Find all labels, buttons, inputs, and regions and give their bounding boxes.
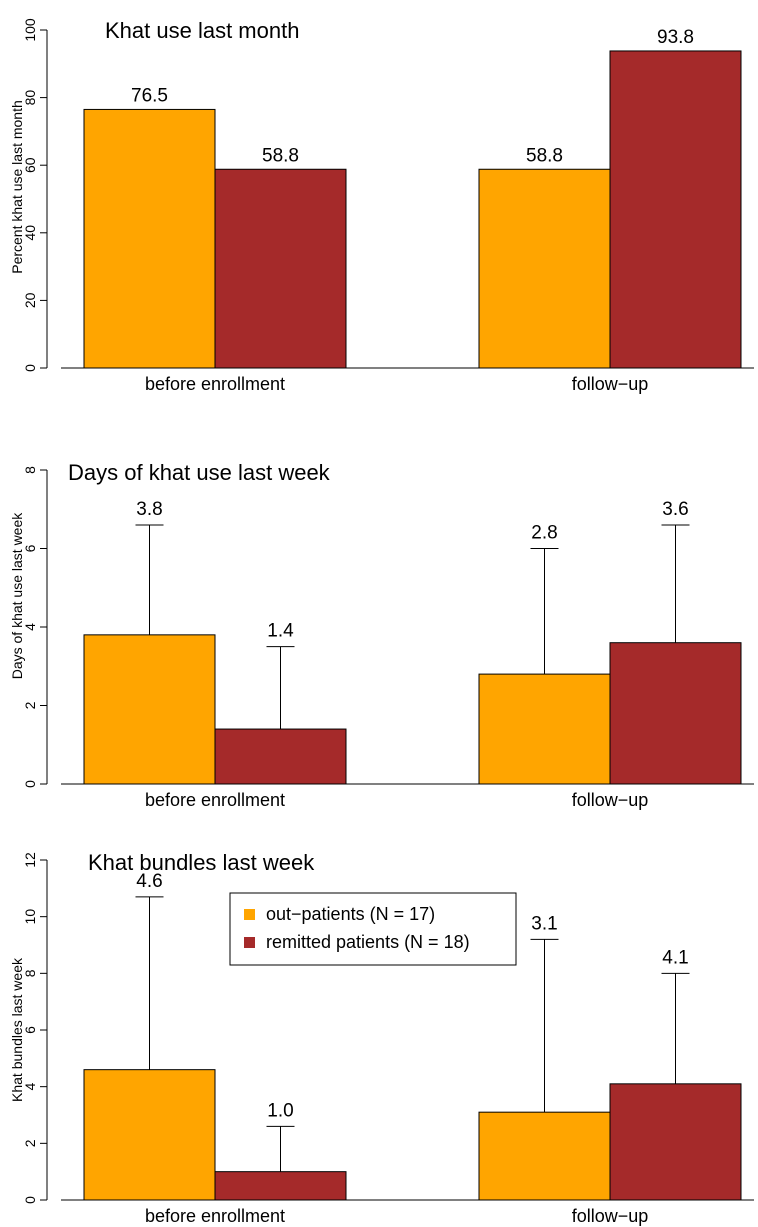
y-axis-label: Percent khat use last month (9, 100, 25, 274)
x-category-label: follow−up (572, 374, 649, 394)
data-label: 1.0 (267, 1100, 293, 1121)
bar (609, 642, 742, 785)
y-tick-label: 12 (22, 852, 38, 868)
data-label: 4.1 (662, 947, 688, 968)
bar (478, 168, 611, 369)
data-label: 1.4 (267, 621, 294, 642)
y-axis-label: Khat bundles last week (9, 957, 25, 1102)
y-tick-label: 4 (22, 1083, 38, 1091)
panel-khat-use-last-month: Khat use last month Percent khat use las… (9, 18, 754, 394)
bar (478, 1111, 611, 1201)
chart-title: Days of khat use last week (68, 460, 331, 485)
bar (478, 673, 611, 785)
y-tick-label: 2 (22, 701, 38, 709)
bar (83, 1069, 216, 1201)
x-category-label: before enrollment (145, 790, 285, 810)
x-category-label: follow−up (572, 790, 649, 810)
y-tick-label: 60 (22, 157, 38, 173)
data-label: 58.8 (526, 145, 563, 166)
legend-swatch (244, 909, 255, 920)
bar (83, 108, 216, 369)
y-tick-label: 0 (22, 780, 38, 788)
bar (214, 1171, 347, 1201)
legend-entry: out−patients (N = 17) (266, 904, 435, 924)
data-label: 3.6 (662, 499, 688, 520)
data-label: 58.8 (262, 145, 299, 166)
y-tick-label: 4 (22, 623, 38, 631)
panel-khat-bundles: Khat bundles last week Khat bundles last… (9, 850, 754, 1226)
chart-title: Khat bundles last week (88, 850, 315, 875)
y-axis-label: Days of khat use last week (9, 512, 25, 680)
y-tick-label: 6 (22, 544, 38, 552)
y-tick-label: 10 (22, 909, 38, 925)
data-label: 3.1 (531, 913, 557, 934)
y-tick-label: 2 (22, 1139, 38, 1147)
chart-title: Khat use last month (105, 18, 299, 43)
y-tick-label: 100 (22, 18, 38, 42)
y-tick-label: 6 (22, 1026, 38, 1034)
data-label: 3.8 (136, 499, 162, 520)
data-label: 2.8 (531, 523, 557, 544)
bar (609, 50, 742, 369)
data-label: 4.6 (136, 871, 162, 892)
x-category-label: follow−up (572, 1206, 649, 1226)
legend-box (229, 892, 517, 966)
y-tick-label: 20 (22, 292, 38, 308)
panel-days-of-khat-use: Days of khat use last week Days of khat … (9, 460, 754, 810)
x-category-label: before enrollment (145, 1206, 285, 1226)
bar (214, 168, 347, 369)
legend-entry: remitted patients (N = 18) (266, 932, 470, 952)
bar (214, 728, 347, 785)
data-label: 93.8 (657, 27, 694, 48)
y-tick-label: 0 (22, 364, 38, 372)
y-tick-label: 0 (22, 1196, 38, 1204)
data-label: 76.5 (131, 85, 168, 106)
y-tick-label: 80 (22, 90, 38, 106)
x-category-label: before enrollment (145, 374, 285, 394)
legend-swatch (244, 937, 255, 948)
y-tick-label: 8 (22, 466, 38, 474)
y-tick-label: 40 (22, 225, 38, 241)
bar (609, 1083, 742, 1201)
bar (83, 634, 216, 785)
y-tick-label: 8 (22, 969, 38, 977)
